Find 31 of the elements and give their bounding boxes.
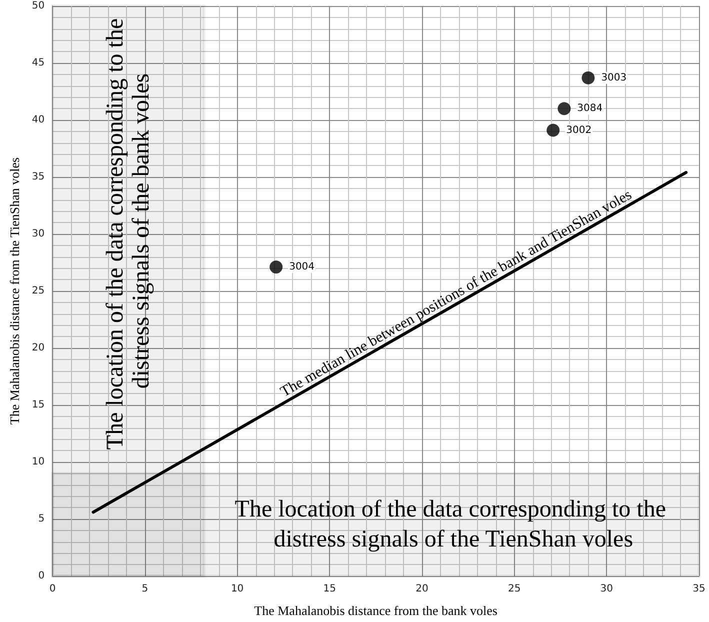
annotation: 3003	[601, 72, 627, 84]
x-tick-label: 5	[142, 584, 148, 594]
x-tick-label: 10	[230, 584, 244, 594]
y-tick-label: 40	[32, 114, 45, 126]
y-tick-label: 10	[32, 456, 45, 468]
x-tick-label: 20	[416, 584, 428, 594]
y-tick-label: 45	[32, 58, 45, 68]
y-tick-label: 35	[32, 172, 45, 182]
band-label: The location of the data corresponding to the distress signals of the TienShan voles	[234, 496, 672, 553]
y-tick-label: 5	[38, 514, 45, 524]
x-tick-label: 0	[49, 584, 56, 594]
y-tick-label: 25	[32, 286, 45, 296]
x-tick-label: 15	[323, 584, 336, 594]
y-tick-label: 30	[32, 228, 45, 240]
point	[546, 124, 560, 137]
annotation: 3084	[577, 103, 603, 114]
y-tick-label: 15	[32, 400, 45, 410]
y-tick-label: 0	[38, 570, 45, 582]
point	[582, 71, 595, 84]
point	[270, 260, 283, 274]
x-tick-label: 30	[600, 584, 614, 594]
y-axis-title: The Mahalanobis distance from the TienShan voles	[7, 157, 22, 425]
x-tick-label: 25	[508, 584, 521, 594]
x-axis-title: The Mahalanobis distance from the bank voles	[254, 603, 498, 618]
y-tick-label: 20	[32, 342, 45, 354]
band-label: The location of the data corresponding to the distress signals of the bank voles	[102, 12, 154, 450]
annotation: 3002	[566, 124, 592, 136]
annotation: 3004	[289, 262, 315, 273]
x-tick-label: 35	[692, 584, 706, 594]
point	[558, 102, 571, 116]
y-tick-label: 50	[32, 0, 45, 12]
